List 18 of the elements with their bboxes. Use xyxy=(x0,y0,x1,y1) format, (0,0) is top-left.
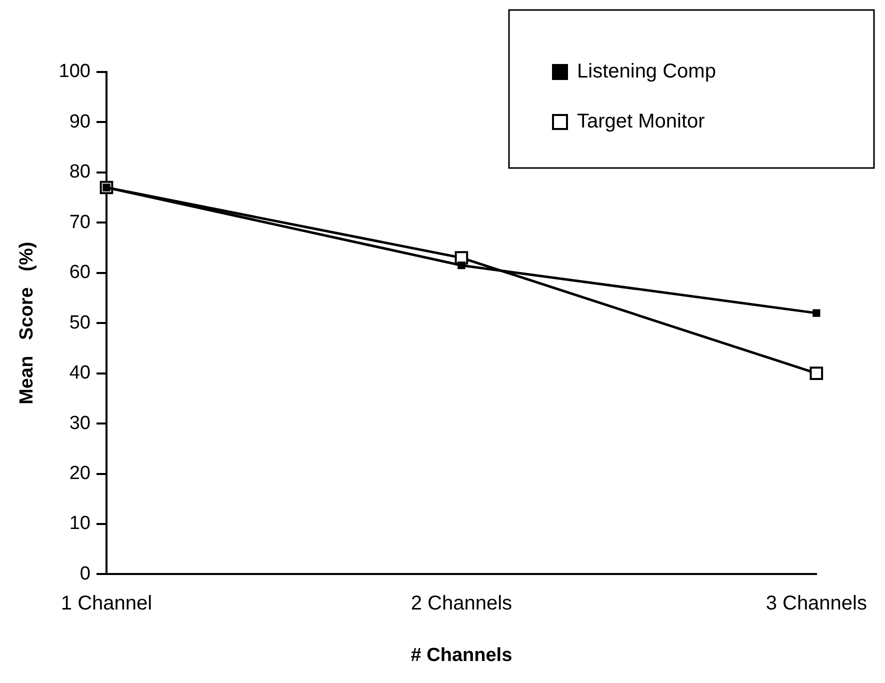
x-tick-label: 2 Channels xyxy=(410,592,512,615)
y-tick-label: 10 xyxy=(69,513,90,534)
legend-label: Target Monitor xyxy=(577,110,706,133)
y-tick-label: 0 xyxy=(80,563,90,584)
x-tick-label: 1 Channel xyxy=(60,592,152,615)
y-tick-label: 30 xyxy=(69,412,90,434)
x-tick-label: 3 Channels xyxy=(766,592,868,615)
y-tick-label: 100 xyxy=(58,61,90,82)
y-tick-label: 90 xyxy=(69,111,90,132)
y-tick-label: 20 xyxy=(69,462,90,484)
y-tick-label: 70 xyxy=(69,212,90,233)
y-tick-label: 60 xyxy=(69,262,90,284)
y-tick-label: 40 xyxy=(69,362,90,384)
y-tick-label: 50 xyxy=(69,312,90,334)
x-axis-title: # Channels xyxy=(410,644,512,666)
legend-label: Listening Comp xyxy=(577,60,716,83)
y-axis-title: Mean Score (%) xyxy=(16,242,38,404)
y-tick-label: 80 xyxy=(69,162,90,183)
